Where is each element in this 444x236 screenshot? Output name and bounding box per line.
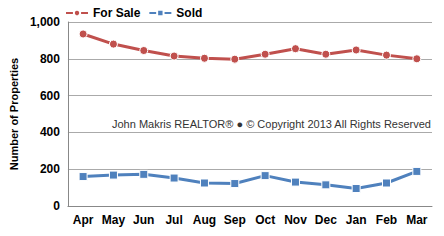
svg-text:Sep: Sep — [224, 213, 246, 227]
svg-text:For Sale: For Sale — [93, 6, 141, 20]
svg-text:Apr: Apr — [73, 213, 94, 227]
svg-text:Feb: Feb — [376, 213, 397, 227]
svg-text:200: 200 — [40, 162, 60, 176]
svg-text:Oct: Oct — [255, 213, 275, 227]
svg-text:800: 800 — [40, 52, 60, 66]
svg-text:400: 400 — [40, 125, 60, 139]
svg-text:600: 600 — [40, 89, 60, 103]
svg-text:Mar: Mar — [406, 213, 428, 227]
svg-text:Sold: Sold — [176, 6, 202, 20]
svg-text:Number of Properties: Number of Properties — [8, 58, 20, 170]
svg-text:1,000: 1,000 — [30, 15, 60, 29]
svg-text:Jan: Jan — [346, 213, 367, 227]
svg-text:John Makris REALTOR® ● © Copyr: John Makris REALTOR® ● © Copyright 2013 … — [112, 118, 431, 130]
svg-text:Jul: Jul — [165, 213, 182, 227]
svg-text:0: 0 — [53, 199, 60, 213]
svg-text:Jun: Jun — [133, 213, 154, 227]
svg-text:Aug: Aug — [193, 213, 216, 227]
svg-text:May: May — [102, 213, 126, 227]
svg-text:Dec: Dec — [315, 213, 337, 227]
svg-text:Nov: Nov — [284, 213, 307, 227]
